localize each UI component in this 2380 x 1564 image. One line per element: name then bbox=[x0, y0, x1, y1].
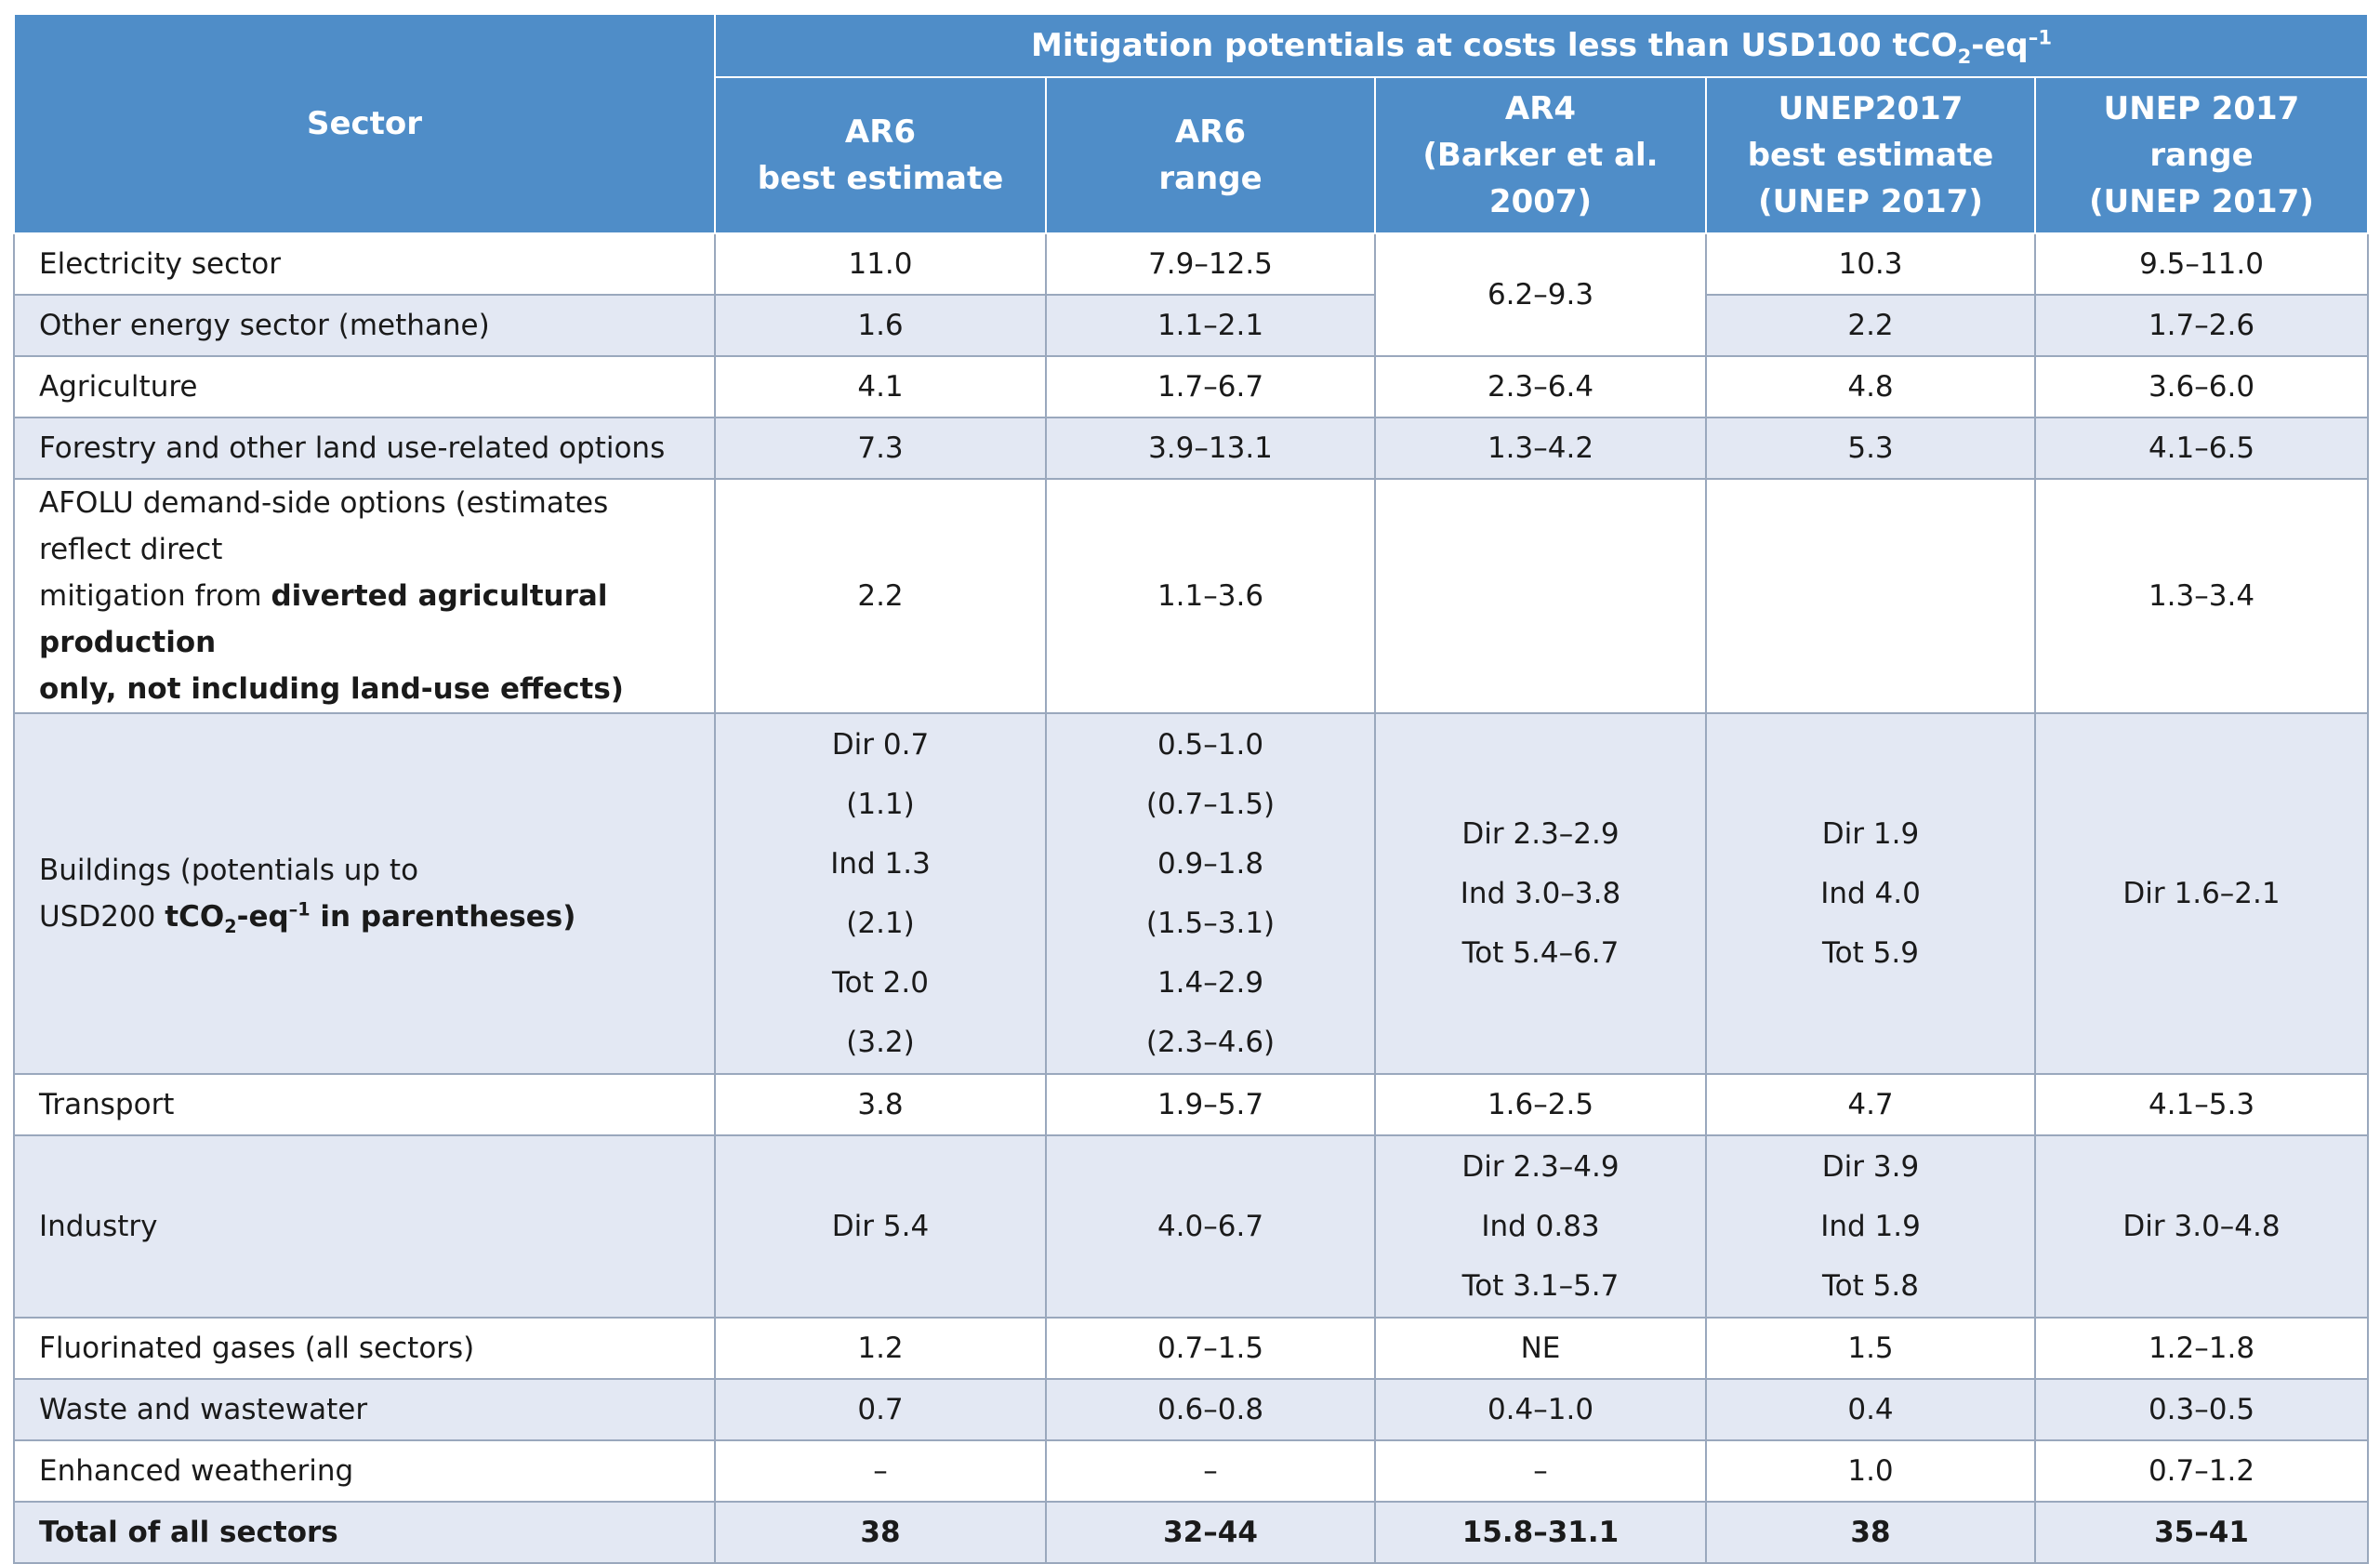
table-row: AFOLU demand-side options (estimates ref… bbox=[13, 478, 2370, 714]
mitigation-table-container: Sector Mitigation potentials at costs le… bbox=[13, 13, 2370, 1564]
cell-unep-best: 1.0 bbox=[1705, 1439, 2036, 1503]
table-row: Other energy sector (methane) 1.6 1.1–2.… bbox=[13, 294, 2370, 357]
cell-unep-range: Dir 1.6–2.1 bbox=[2033, 712, 2370, 1075]
row-label-afolu: AFOLU demand-side options (estimates ref… bbox=[13, 478, 716, 714]
cell-ar6-best: 0.7 bbox=[714, 1378, 1047, 1441]
header-ar4: AR4 (Barker et al. 2007) bbox=[1374, 76, 1707, 234]
cell-ar4: 15.8–31.1 bbox=[1374, 1501, 1707, 1564]
cell-ar6-best: 11.0 bbox=[714, 232, 1047, 296]
cell-unep-best: 1.5 bbox=[1705, 1317, 2036, 1380]
cell-unep-range: 0.7–1.2 bbox=[2033, 1439, 2370, 1503]
cell-ar4: 0.4–1.0 bbox=[1374, 1378, 1707, 1441]
table-row: Transport 3.8 1.9–5.7 1.6–2.5 4.7 4.1–5.… bbox=[13, 1073, 2370, 1136]
row-label: Transport bbox=[13, 1073, 716, 1136]
cell-ar6-range: 7.9–12.5 bbox=[1045, 232, 1376, 296]
row-label: Agriculture bbox=[13, 355, 716, 418]
row-label: Fluorinated gases (all sectors) bbox=[13, 1317, 716, 1380]
table-row: Enhanced weathering – – – 1.0 0.7–1.2 bbox=[13, 1439, 2370, 1503]
cell-ar4: 6.2–9.3 bbox=[1374, 232, 1707, 357]
mitigation-table: Sector Mitigation potentials at costs le… bbox=[13, 13, 2370, 1564]
table-row: Fluorinated gases (all sectors) 1.2 0.7–… bbox=[13, 1317, 2370, 1380]
cell-unep-best: 10.3 bbox=[1705, 232, 2036, 296]
row-label-buildings: Buildings (potentials up to USD200 tCO2-e… bbox=[13, 712, 716, 1075]
row-label: Other energy sector (methane) bbox=[13, 294, 716, 357]
cell-ar6-range: 0.5–1.0 (0.7–1.5) 0.9–1.8 (1.5–3.1) 1.4–2.9(… bbox=[1045, 712, 1376, 1075]
cell-unep-range: 1.7–2.6 bbox=[2033, 294, 2370, 357]
cell-unep-range: 3.6–6.0 bbox=[2033, 355, 2370, 418]
table-row: Buildings (potentials up to USD200 tCO2-e… bbox=[13, 712, 2370, 1075]
cell-unep-range: 1.2–1.8 bbox=[2033, 1317, 2370, 1380]
cell-ar6-best: 1.2 bbox=[714, 1317, 1047, 1380]
header-ar6-best: AR6 best estimate bbox=[714, 76, 1047, 234]
cell-ar6-best: 38 bbox=[714, 1501, 1047, 1564]
cell-unep-range: 4.1–5.3 bbox=[2033, 1073, 2370, 1136]
table-row: Waste and wastewater 0.7 0.6–0.8 0.4–1.0… bbox=[13, 1378, 2370, 1441]
cell-ar6-range: – bbox=[1045, 1439, 1376, 1503]
cell-ar6-range: 32–44 bbox=[1045, 1501, 1376, 1564]
cell-ar4 bbox=[1374, 478, 1707, 714]
cell-unep-range: 4.1–6.5 bbox=[2033, 417, 2370, 480]
cell-unep-best: 0.4 bbox=[1705, 1378, 2036, 1441]
cell-ar4: Dir 2.3–4.9 Ind 0.83 Tot 3.1–5.7 bbox=[1374, 1134, 1707, 1319]
cell-ar6-best: – bbox=[714, 1439, 1047, 1503]
cell-unep-range: 0.3–0.5 bbox=[2033, 1378, 2370, 1441]
row-label: Forestry and other land use-related opti… bbox=[13, 417, 716, 480]
cell-ar6-best: Dir 0.7 (1.1) Ind 1.3 (2.1) Tot 2.0 (3.2) bbox=[714, 712, 1047, 1075]
cell-unep-best: 5.3 bbox=[1705, 417, 2036, 480]
cell-unep-best: 4.8 bbox=[1705, 355, 2036, 418]
row-label: Waste and wastewater bbox=[13, 1378, 716, 1441]
cell-ar4: 1.6–2.5 bbox=[1374, 1073, 1707, 1136]
cell-ar6-range: 1.1–2.1 bbox=[1045, 294, 1376, 357]
header-unep-best: UNEP2017 best estimate (UNEP 2017) bbox=[1705, 76, 2036, 234]
cell-ar6-best: 4.1 bbox=[714, 355, 1047, 418]
cell-ar6-best: 3.8 bbox=[714, 1073, 1047, 1136]
table-row: Electricity sector 11.0 7.9–12.5 6.2–9.3… bbox=[13, 232, 2370, 357]
cell-unep-best: 2.2 bbox=[1705, 294, 2036, 357]
cell-ar4: NE bbox=[1374, 1317, 1707, 1380]
cell-ar6-best: 1.6 bbox=[714, 294, 1047, 357]
table-row: Industry Dir 5.4 4.0–6.7 Dir 2.3–4.9 Ind … bbox=[13, 1134, 2370, 1319]
cell-unep-range: 35–41 bbox=[2033, 1501, 2370, 1564]
cell-ar6-range: 1.1–3.6 bbox=[1045, 478, 1376, 714]
cell-unep-range: 9.5–11.0 bbox=[2033, 232, 2370, 296]
cell-unep-best bbox=[1705, 478, 2036, 714]
header-unep-range: UNEP 2017 range (UNEP 2017) bbox=[2033, 76, 2370, 234]
cell-ar6-best: Dir 5.4 bbox=[714, 1134, 1047, 1319]
cell-unep-range: Dir 3.0–4.8 bbox=[2033, 1134, 2370, 1319]
cell-ar4: 1.3–4.2 bbox=[1374, 417, 1707, 480]
cell-ar6-range: 1.9–5.7 bbox=[1045, 1073, 1376, 1136]
cell-ar6-range: 4.0–6.7 bbox=[1045, 1134, 1376, 1319]
row-label: Electricity sector bbox=[13, 232, 716, 296]
cell-ar4: Dir 2.3–2.9 Ind 3.0–3.8 Tot 5.4–6.7 bbox=[1374, 712, 1707, 1075]
cell-unep-best: Dir 1.9 Ind 4.0 Tot 5.9 bbox=[1705, 712, 2036, 1075]
cell-ar4: 2.3–6.4 bbox=[1374, 355, 1707, 418]
cell-unep-best: 38 bbox=[1705, 1501, 2036, 1564]
header-sector: Sector bbox=[13, 13, 716, 234]
cell-ar6-best: 7.3 bbox=[714, 417, 1047, 480]
table-row: Agriculture 4.1 1.7–6.7 2.3–6.4 4.8 3.6–… bbox=[13, 355, 2370, 418]
row-label: Total of all sectors bbox=[13, 1501, 716, 1564]
cell-ar6-range: 3.9–13.1 bbox=[1045, 417, 1376, 480]
header-ar6-range: AR6 range bbox=[1045, 76, 1376, 234]
cell-unep-best: 4.7 bbox=[1705, 1073, 2036, 1136]
table-row-total: Total of all sectors 38 32–44 15.8–31.1 … bbox=[13, 1501, 2370, 1564]
cell-ar6-range: 1.7–6.7 bbox=[1045, 355, 1376, 418]
cell-ar4: – bbox=[1374, 1439, 1707, 1503]
cell-ar6-range: 0.7–1.5 bbox=[1045, 1317, 1376, 1380]
table-row: Forestry and other land use-related opti… bbox=[13, 417, 2370, 480]
header-group-title: Mitigation potentials at costs less than… bbox=[713, 13, 2370, 78]
cell-unep-best: Dir 3.9 Ind 1.9 Tot 5.8 bbox=[1705, 1134, 2036, 1319]
cell-unep-range: 1.3–3.4 bbox=[2033, 478, 2370, 714]
row-label: Enhanced weathering bbox=[13, 1439, 716, 1503]
cell-ar6-best: 2.2 bbox=[714, 478, 1047, 714]
row-label: Industry bbox=[13, 1134, 716, 1319]
cell-ar6-range: 0.6–0.8 bbox=[1045, 1378, 1376, 1441]
